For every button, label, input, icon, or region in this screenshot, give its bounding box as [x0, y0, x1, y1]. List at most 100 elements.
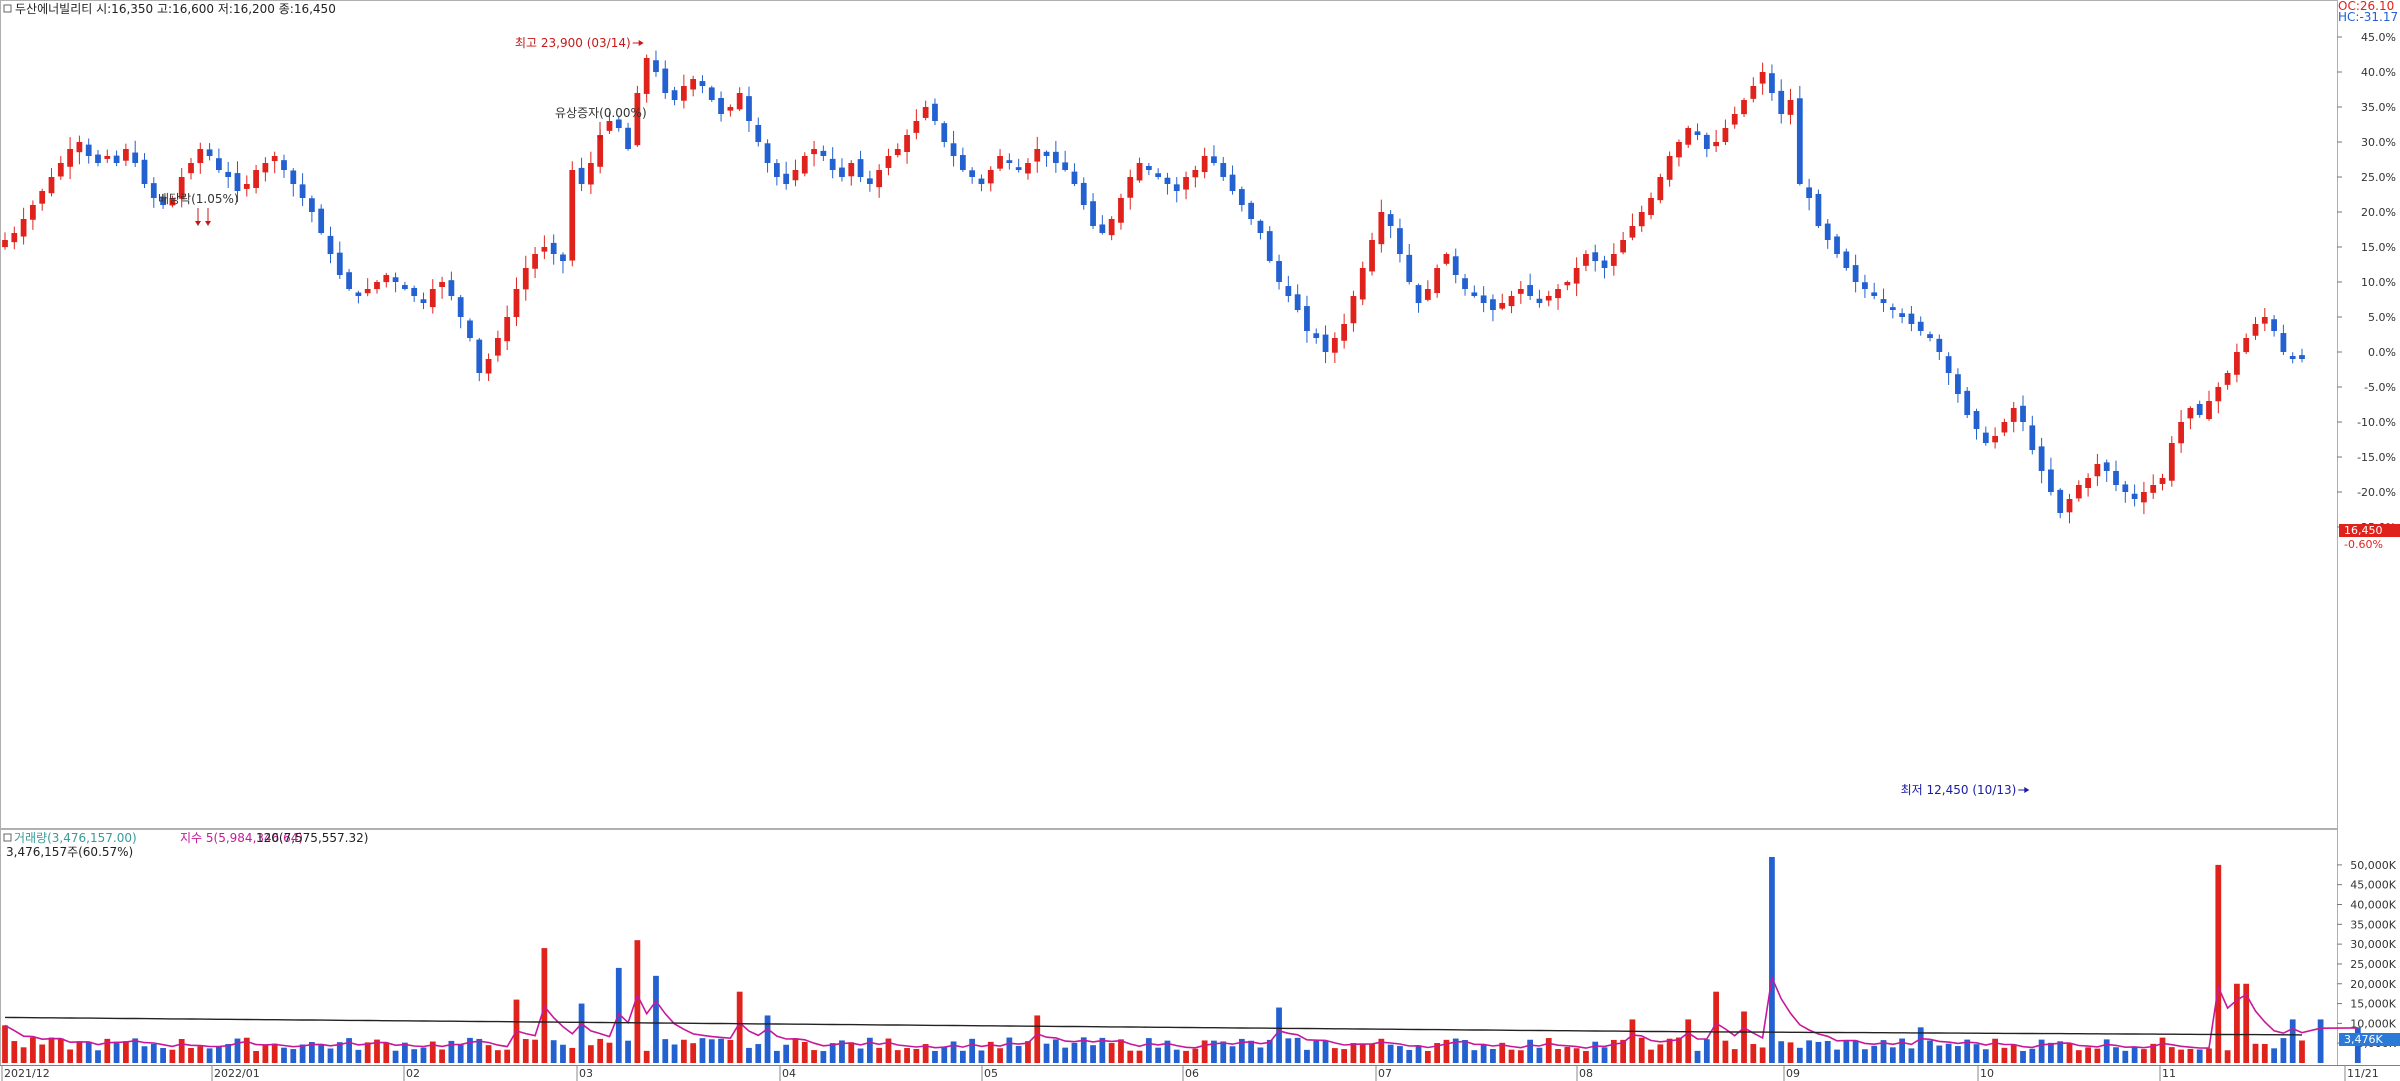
volume-bar[interactable] [2085, 1047, 2091, 1063]
candle-body[interactable] [801, 156, 808, 174]
candle-body[interactable] [1285, 286, 1292, 296]
candle-body[interactable] [1406, 254, 1413, 282]
volume-bar[interactable] [1452, 1038, 1459, 1063]
volume-bar[interactable] [699, 1038, 706, 1063]
candle-body[interactable] [2206, 401, 2212, 420]
volume-bar[interactable] [420, 1047, 427, 1063]
volume-bar[interactable] [2159, 1037, 2166, 1063]
volume-bar[interactable] [1508, 1049, 1515, 1063]
candle-body[interactable] [1052, 151, 1059, 163]
candle-body[interactable] [132, 152, 139, 163]
candle-body[interactable] [188, 163, 194, 174]
candle-body[interactable] [309, 198, 315, 212]
volume-bar[interactable] [1955, 1046, 1961, 1063]
volume-bar[interactable] [1331, 1048, 1338, 1063]
volume-bar[interactable] [1304, 1049, 1310, 1063]
candle-body[interactable] [2271, 319, 2277, 331]
volume-bar[interactable] [625, 1040, 631, 1063]
candle-body[interactable] [2048, 469, 2054, 492]
candle-body[interactable] [680, 86, 687, 101]
candle-body[interactable] [1276, 261, 1282, 282]
volume-bar[interactable] [113, 1041, 120, 1063]
candle-body[interactable] [169, 198, 176, 206]
volume-bar[interactable] [439, 1049, 445, 1063]
candle-body[interactable] [522, 268, 529, 290]
candle-body[interactable] [1583, 254, 1589, 266]
volume-bar[interactable] [1136, 1050, 1143, 1063]
volume-bar[interactable] [532, 1039, 538, 1063]
volume-bar[interactable] [1155, 1047, 1162, 1063]
volume-bar[interactable] [467, 1037, 473, 1063]
volume-bar[interactable] [1480, 1044, 1487, 1063]
volume-bar[interactable] [1397, 1046, 1403, 1063]
volume-bar[interactable] [2094, 1048, 2101, 1063]
volume-bar[interactable] [2103, 1039, 2110, 1063]
volume-bar[interactable] [123, 1041, 129, 1063]
volume-bar[interactable] [39, 1044, 46, 1063]
candle-body[interactable] [1471, 292, 1478, 296]
volume-bar[interactable] [1722, 1040, 1729, 1063]
volume-bar[interactable] [2317, 1019, 2324, 1063]
volume-bar[interactable] [1266, 1039, 1273, 1063]
volume-bar[interactable] [2187, 1048, 2194, 1063]
candle-body[interactable] [1043, 151, 1050, 156]
candle-body[interactable] [997, 156, 1003, 169]
candle-body[interactable] [467, 320, 473, 338]
volume-bar[interactable] [969, 1038, 976, 1063]
candle-body[interactable] [290, 170, 297, 184]
candle-body[interactable] [1536, 298, 1543, 303]
candle-body[interactable] [1397, 228, 1403, 254]
volume-bar[interactable] [2168, 1047, 2175, 1063]
candle-body[interactable] [392, 277, 399, 282]
candle-body[interactable] [141, 159, 148, 184]
candle-body[interactable] [1703, 134, 1710, 149]
volume-bar[interactable] [2289, 1019, 2296, 1063]
volume-bar[interactable] [104, 1038, 111, 1063]
volume-bar[interactable] [95, 1050, 101, 1063]
candle-body[interactable] [783, 173, 790, 184]
candle-body[interactable] [1136, 163, 1143, 181]
volume-bar[interactable] [1778, 1041, 1785, 1063]
volume-bar[interactable] [2280, 1038, 2287, 1063]
volume-bar[interactable] [1964, 1039, 1971, 1063]
volume-bar[interactable] [1917, 1027, 1924, 1063]
volume-bar[interactable] [1099, 1037, 1106, 1063]
volume-bar[interactable] [225, 1043, 232, 1063]
volume-bar[interactable] [662, 1039, 669, 1063]
candle-body[interactable] [1462, 278, 1468, 289]
candle-body[interactable] [569, 170, 576, 261]
volume-bar[interactable] [671, 1044, 678, 1063]
volume-bar[interactable] [1927, 1040, 1933, 1063]
volume-bar[interactable] [1443, 1039, 1450, 1063]
volume-bar[interactable] [1071, 1042, 1078, 1063]
volume-bar[interactable] [11, 1041, 18, 1063]
volume-bar[interactable] [457, 1044, 464, 1063]
candle-body[interactable] [1025, 163, 1031, 174]
volume-bar[interactable] [216, 1046, 222, 1063]
candle-body[interactable] [820, 150, 827, 156]
volume-bar[interactable] [1536, 1047, 1543, 1063]
candle-body[interactable] [448, 280, 455, 296]
candle-body[interactable] [1620, 240, 1627, 253]
volume-bar[interactable] [1220, 1041, 1227, 1063]
volume-bar[interactable] [1006, 1037, 1013, 1063]
candle-body[interactable] [1294, 294, 1301, 310]
candle-body[interactable] [1387, 214, 1394, 226]
volume-bar[interactable] [169, 1049, 176, 1063]
volume-bar[interactable] [2066, 1042, 2073, 1063]
candle-body[interactable] [587, 163, 594, 185]
candle-body[interactable] [876, 170, 883, 188]
candle-body[interactable] [1248, 202, 1255, 219]
candle-body[interactable] [160, 196, 166, 205]
candle-body[interactable] [1657, 177, 1664, 201]
candle-body[interactable] [643, 58, 650, 94]
candle-body[interactable] [1080, 182, 1087, 205]
volume-bar[interactable] [336, 1042, 343, 1063]
candle-body[interactable] [1638, 212, 1645, 227]
candle-body[interactable] [253, 170, 259, 188]
volume-bar[interactable] [773, 1050, 780, 1063]
volume-bar[interactable] [1517, 1050, 1524, 1063]
volume-bar[interactable] [1108, 1043, 1115, 1063]
volume-bar[interactable] [1638, 1037, 1645, 1063]
